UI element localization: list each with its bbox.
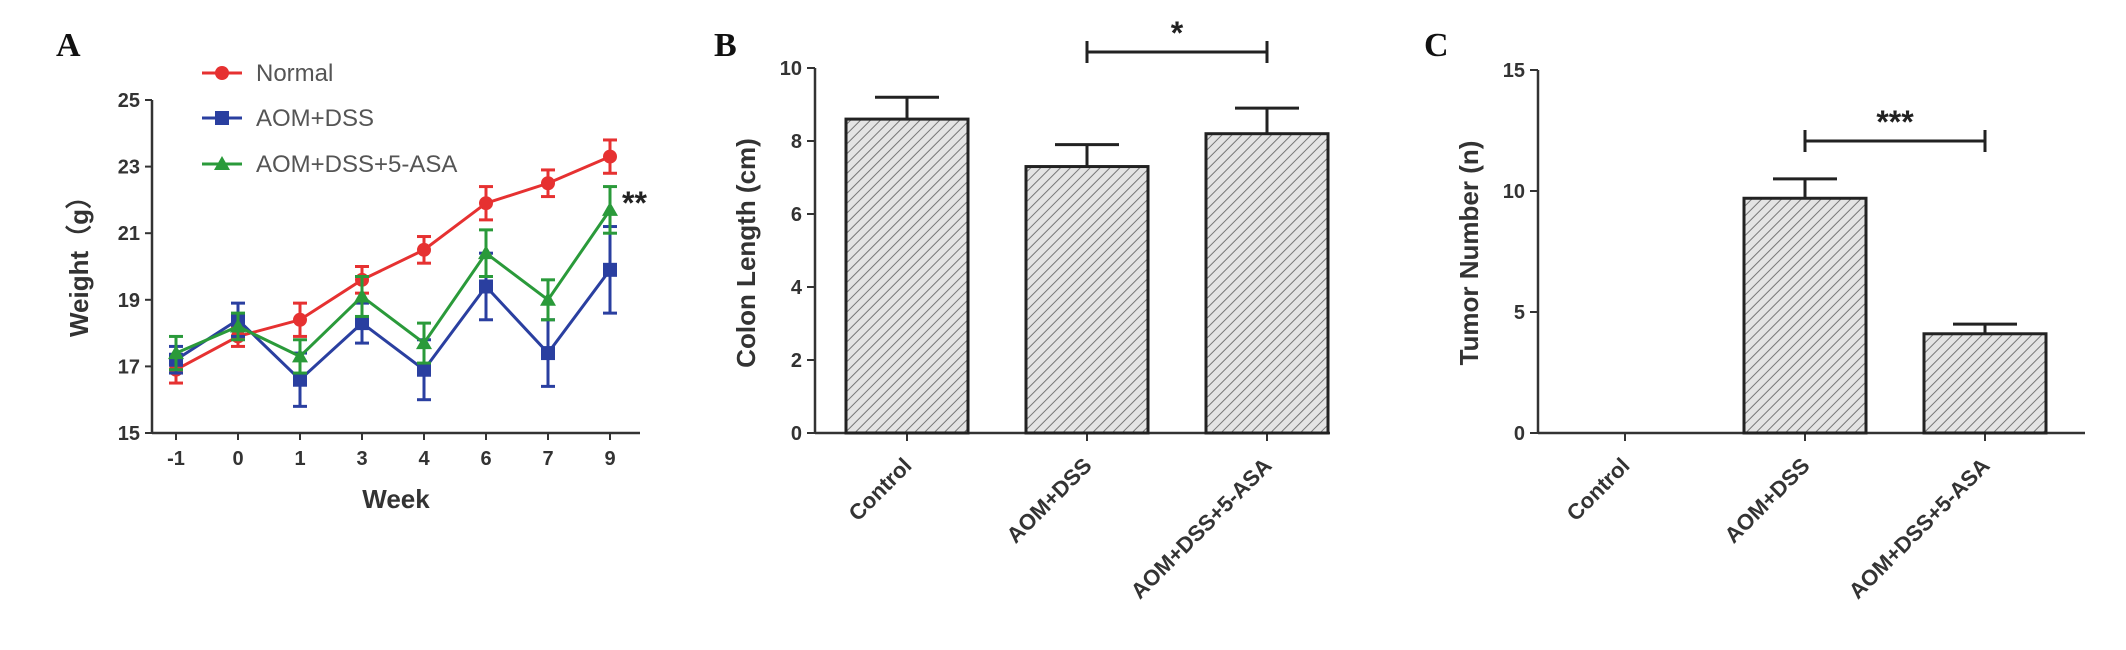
significance-label-a: **	[622, 185, 647, 221]
panel-label-b: B	[714, 27, 737, 64]
data-point	[168, 345, 184, 360]
y-tick-label-c: 0	[1514, 423, 1525, 445]
y-tick-label-c: 5	[1514, 302, 1525, 324]
x-tick-label-a: 4	[418, 448, 430, 470]
data-point	[540, 291, 556, 306]
y-tick-label-b: 8	[791, 131, 802, 153]
y-tick-label-b: 2	[791, 350, 802, 372]
data-point	[603, 262, 617, 277]
data-point	[292, 348, 308, 363]
bar	[1742, 196, 1868, 435]
y-axis-title-a: Weight（g）	[64, 183, 94, 337]
legend-label: AOM+DSS	[256, 105, 374, 132]
plot-area-c: 0 5 10 15 Control AOM+DSS AOM+DSS+5-ASA ***	[1503, 60, 2085, 604]
category-label-c: Control	[1562, 453, 1635, 526]
significance-label-b: *	[1171, 15, 1184, 51]
category-label-b: Control	[844, 453, 917, 526]
x-tick-label-a: 3	[356, 448, 367, 470]
category-label-c: AOM+DSS+5-ASA	[1844, 453, 1995, 604]
x-tick-label-a: 7	[542, 448, 553, 470]
data-point	[293, 312, 307, 327]
data-point	[355, 316, 369, 331]
data-point	[293, 372, 307, 387]
data-point	[603, 149, 617, 164]
y-tick-label-a: 17	[118, 356, 140, 378]
y-axis-title-b: Colon Length (cm)	[731, 138, 761, 368]
data-point	[602, 201, 618, 216]
plot-area-a: 15 17 19 21 23 25 -1 0 1 3 4 6 7 9 ** Normal AOM+DSS AOM+…	[118, 60, 648, 470]
y-tick-label-a: 25	[118, 90, 140, 112]
y-tick-label-a: 23	[118, 157, 140, 179]
legend-label: Normal	[256, 60, 333, 87]
x-tick-label-a: 1	[294, 448, 305, 470]
x-tick-label-a: 9	[604, 448, 615, 470]
category-label-c: AOM+DSS	[1719, 453, 1814, 548]
bar	[1922, 332, 2048, 435]
data-point	[478, 245, 494, 260]
y-axis-title-c: Tumor Number (n)	[1454, 141, 1484, 366]
data-point	[417, 362, 431, 377]
series-line-aom-dss-5-asa	[175, 209, 612, 359]
data-point	[541, 176, 555, 191]
legend-marker	[214, 156, 230, 170]
legend-marker	[215, 111, 229, 125]
data-point	[354, 288, 370, 303]
data-point	[417, 242, 431, 257]
category-label-b: AOM+DSS	[1001, 453, 1096, 548]
y-tick-label-a: 15	[118, 423, 140, 445]
y-tick-label-c: 10	[1503, 181, 1525, 203]
panel-label-c: C	[1424, 27, 1449, 64]
panel-label-a: A	[56, 27, 81, 64]
y-tick-label-b: 0	[791, 423, 802, 445]
significance-label-c: ***	[1876, 104, 1914, 140]
y-tick-label-a: 21	[118, 223, 140, 245]
x-tick-label-a: 6	[480, 448, 491, 470]
data-point	[479, 279, 493, 294]
y-tick-label-a: 19	[118, 290, 140, 312]
y-tick-label-b: 10	[780, 58, 802, 80]
bar	[844, 117, 970, 435]
plot-area-b: 0 2 4 6 8 10 Control AOM+DSS AOM+DSS+5-ASA *	[780, 15, 1330, 604]
x-axis-title-a: Week	[362, 484, 430, 514]
bar	[1024, 165, 1150, 435]
category-label-b: AOM+DSS+5-ASA	[1126, 453, 1277, 604]
panel-c: C Tumor Number (n) 0 5 10 15 Control AOM+DSS A…	[1424, 27, 2085, 604]
data-point	[230, 318, 246, 333]
bar	[1204, 132, 1330, 435]
series-line-normal	[175, 155, 611, 372]
data-point	[416, 335, 432, 350]
panel-a: A Weight（g） Week 15 17 19 21 23 25 -1 0 1 3 4 6 7 9 **…	[56, 27, 647, 514]
y-tick-label-b: 6	[791, 204, 802, 226]
x-tick-label-a: 0	[232, 448, 243, 470]
y-tick-label-c: 15	[1503, 60, 1525, 82]
data-point	[541, 346, 555, 361]
y-tick-label-b: 4	[791, 277, 803, 299]
data-point	[479, 196, 493, 211]
panel-b: B Colon Length (cm) 0 2 4 6 8 10 Control AOM+DS…	[714, 15, 1330, 604]
legend-label: AOM+DSS+5-ASA	[256, 151, 457, 178]
x-tick-label-a: -1	[167, 448, 185, 470]
legend-marker	[215, 66, 229, 80]
